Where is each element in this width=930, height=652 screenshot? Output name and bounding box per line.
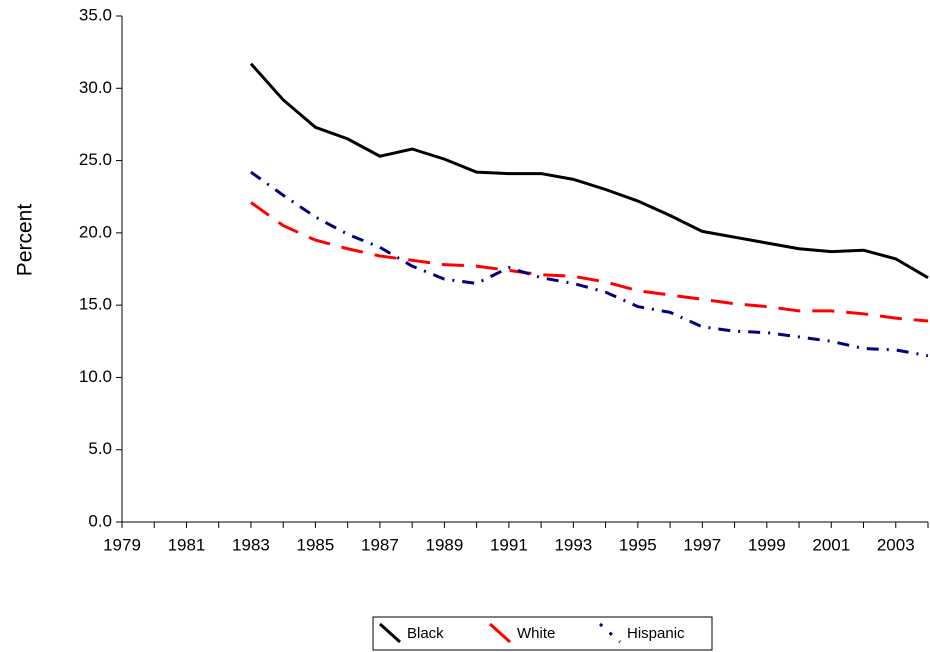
y-tick-label: 30.0 (79, 78, 112, 97)
legend-label: Hispanic (627, 625, 685, 642)
x-tick-label: 2001 (812, 535, 850, 554)
x-tick-label: 1989 (425, 535, 463, 554)
y-tick-label: 0.0 (88, 511, 112, 530)
y-tick-label: 10.0 (79, 367, 112, 386)
series-line (250, 201, 929, 323)
y-tick-label: 5.0 (88, 439, 112, 458)
legend-swatch (378, 622, 402, 644)
x-tick-label: 1995 (619, 535, 657, 554)
x-tick-label: 1991 (490, 535, 528, 554)
y-tick-label: 20.0 (79, 222, 112, 241)
y-tick-label: 35.0 (79, 5, 112, 24)
x-tick-label: 1983 (232, 535, 270, 554)
x-tick-label: 2003 (877, 535, 915, 554)
x-tick-label: 1997 (683, 535, 721, 554)
y-tick-label: 25.0 (79, 150, 112, 169)
x-tick-label: 1987 (361, 535, 399, 554)
legend-label: Black (407, 625, 444, 642)
x-tick-label: 1981 (168, 535, 206, 554)
x-tick-label: 1993 (554, 535, 592, 554)
x-tick-label: 1985 (297, 535, 335, 554)
legend-swatch (598, 622, 622, 644)
y-tick-label: 15.0 (79, 295, 112, 314)
x-tick-label: 1999 (748, 535, 786, 554)
y-axis-label: Percent (14, 204, 37, 277)
series-line (249, 62, 929, 279)
legend-label: White (517, 625, 555, 642)
legend-swatch (488, 622, 512, 644)
series-line (250, 170, 929, 358)
x-tick-label: 1979 (103, 535, 141, 554)
legend-box (372, 616, 713, 651)
